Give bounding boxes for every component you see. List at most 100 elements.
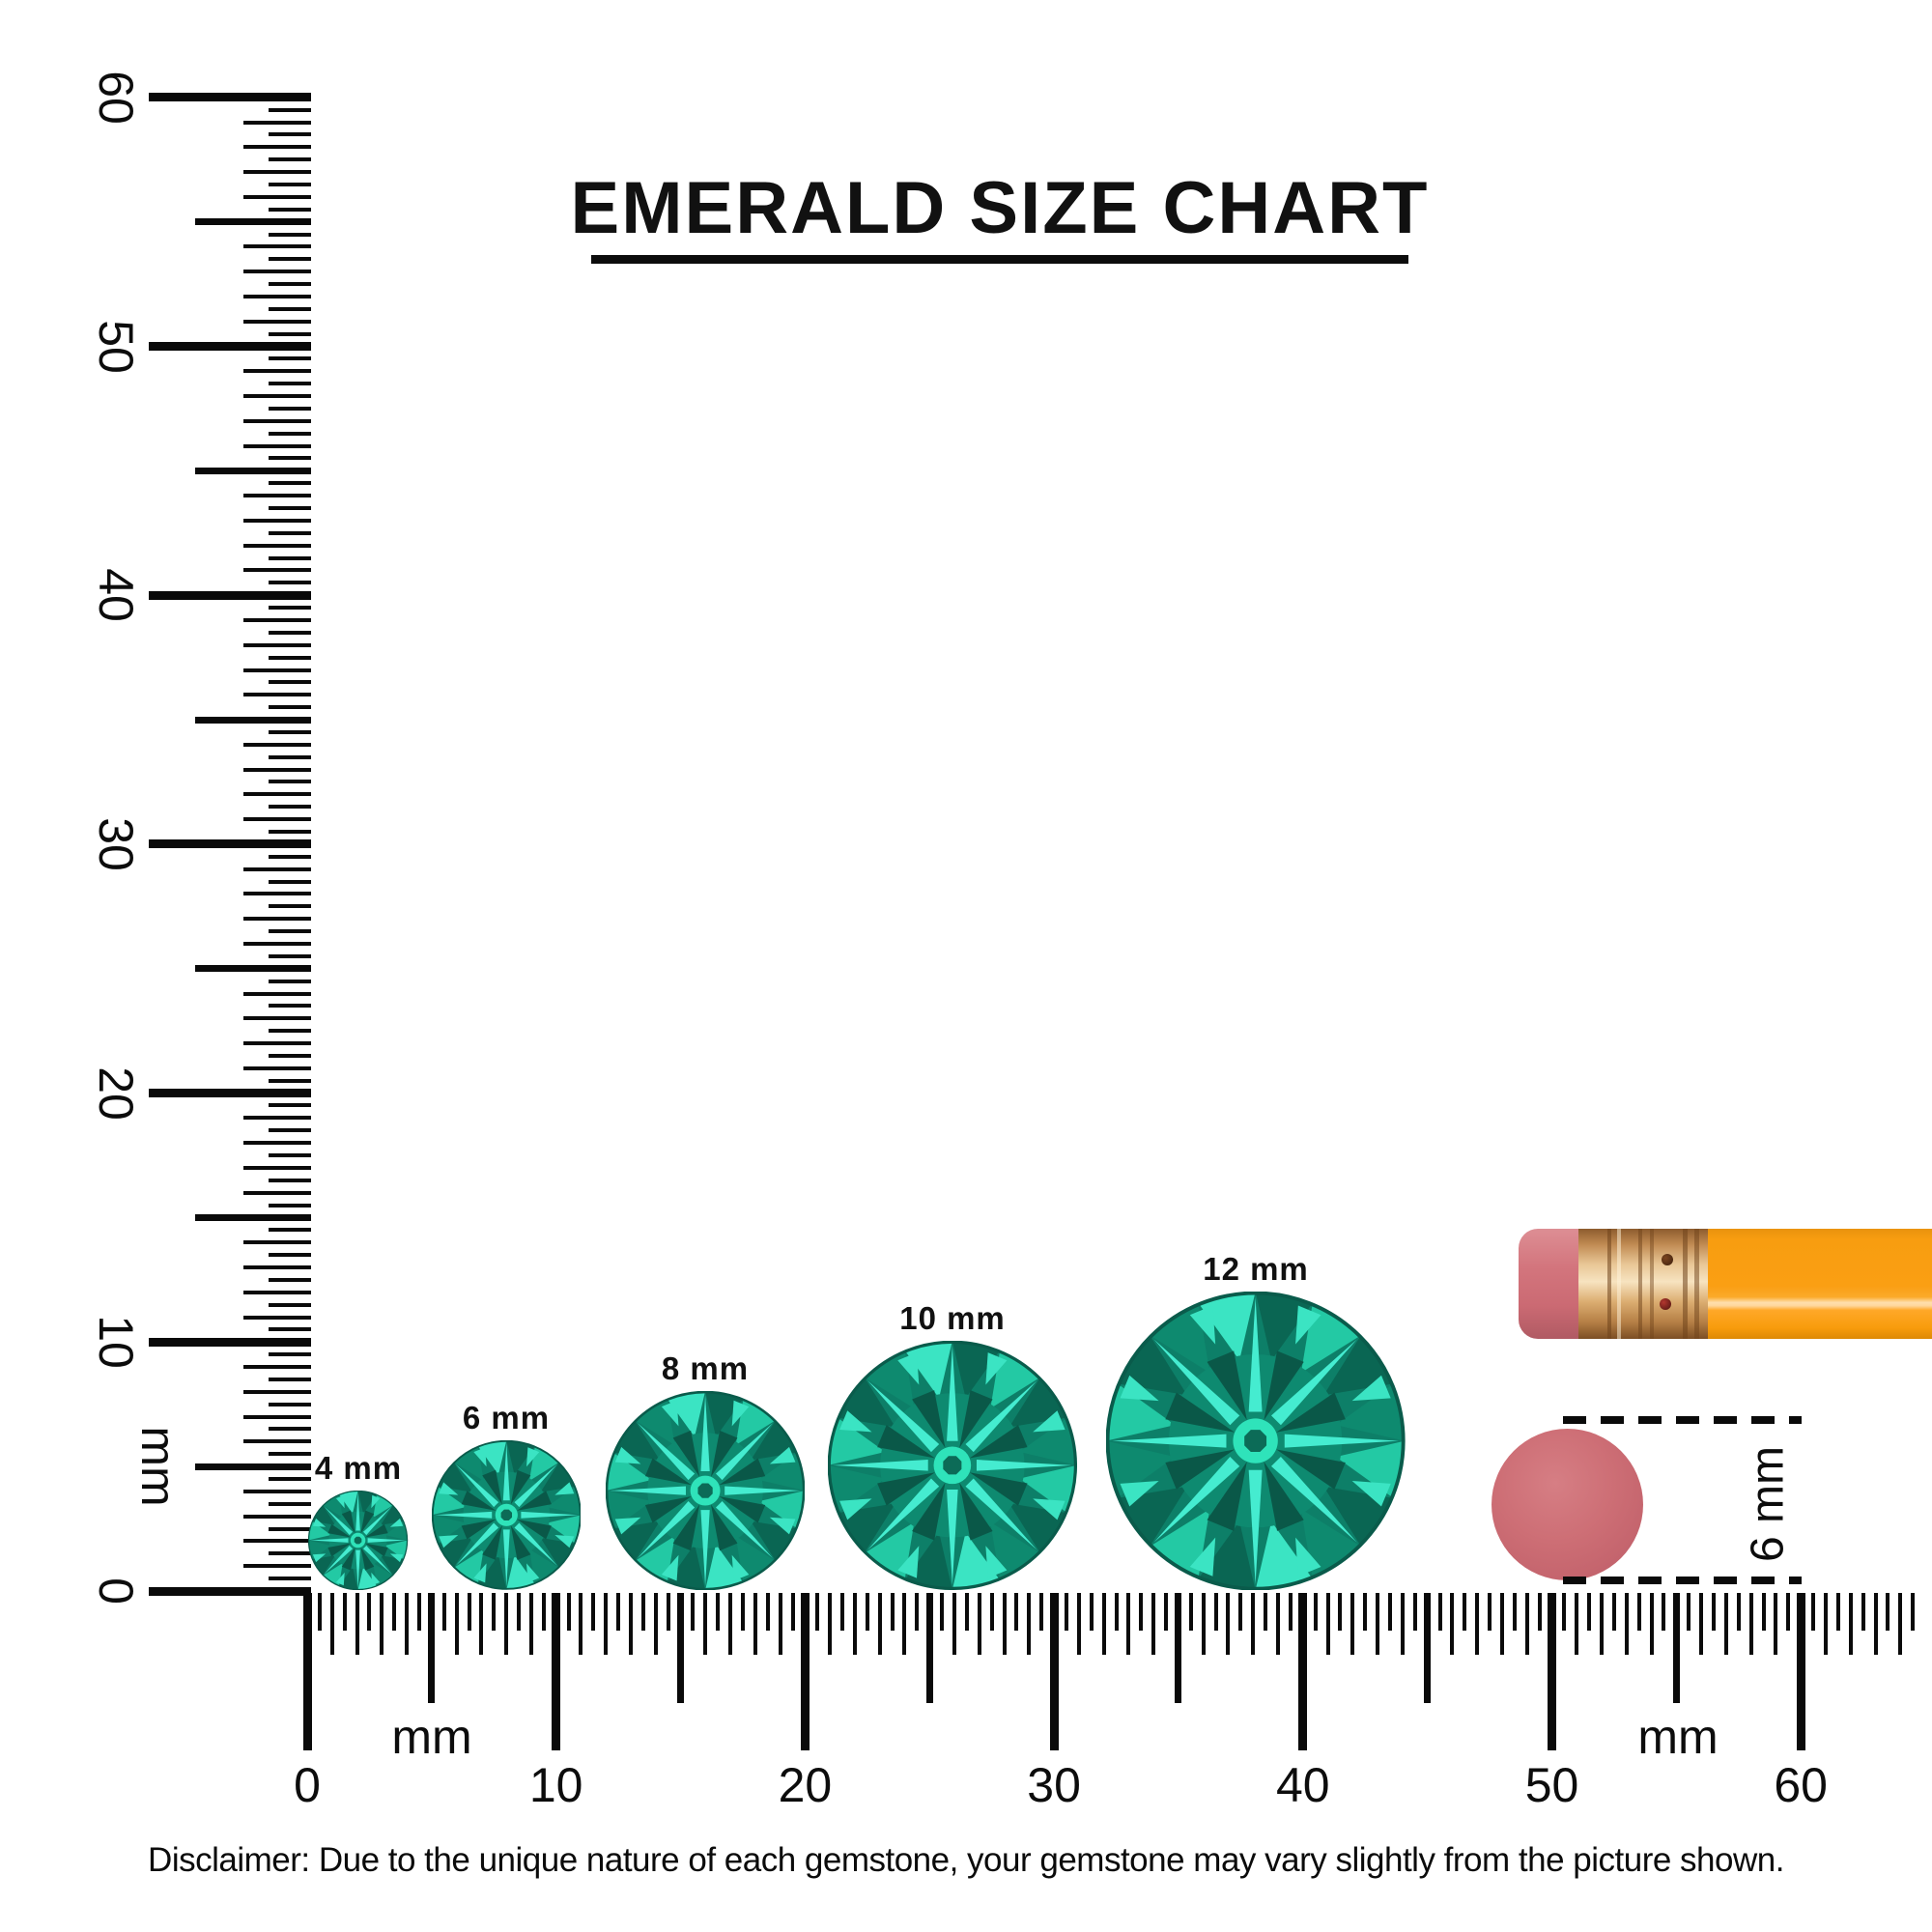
round-eraser-disc <box>1492 1429 1643 1580</box>
vertical-ruler-tick <box>269 1103 311 1108</box>
horizontal-ruler-tick <box>1164 1593 1169 1631</box>
vertical-ruler-tick <box>195 1213 311 1221</box>
horizontal-ruler-tick <box>367 1593 372 1631</box>
vertical-ruler-tick <box>269 929 311 934</box>
horizontal-ruler-tick <box>1064 1593 1068 1631</box>
gem-size-label: 6 mm <box>462 1400 551 1436</box>
horizontal-ruler-tick <box>1712 1593 1716 1631</box>
vertical-ruler-tick <box>149 1337 311 1347</box>
horizontal-ruler-tick <box>1424 1593 1432 1703</box>
vertical-ruler-tick <box>243 418 311 423</box>
horizontal-ruler-tick <box>380 1593 384 1655</box>
vertical-ruler-tick <box>195 965 311 973</box>
horizontal-ruler-tick <box>517 1593 522 1631</box>
pencil-ferrule <box>1578 1229 1708 1339</box>
vertical-ruler-tick <box>243 1141 311 1146</box>
vertical-ruler-tick <box>269 1053 311 1058</box>
horizontal-ruler-tick <box>1126 1593 1131 1655</box>
horizontal-ruler-unit-label-right: mm <box>1637 1710 1719 1764</box>
horizontal-ruler-tick <box>1575 1593 1579 1655</box>
vertical-ruler-tick <box>269 1377 311 1381</box>
vertical-ruler-tick <box>243 1290 311 1294</box>
horizontal-ruler-tick <box>629 1593 633 1655</box>
vertical-ruler-tick <box>269 979 311 983</box>
vertical-ruler-tick <box>243 120 311 125</box>
vertical-ruler-number: 30 <box>89 817 143 871</box>
horizontal-ruler-tick <box>940 1593 945 1631</box>
vertical-ruler-tick <box>243 1016 311 1021</box>
vertical-ruler-tick <box>243 194 311 199</box>
vertical-ruler-tick <box>269 655 311 660</box>
vertical-ruler-tick <box>269 729 311 734</box>
vertical-ruler-tick <box>269 182 311 186</box>
horizontal-ruler-tick <box>1811 1593 1816 1631</box>
emerald-gem-image <box>431 1440 582 1591</box>
vertical-ruler-tick <box>243 1564 311 1569</box>
eraser-dimension-label: 6 mm <box>1742 1446 1794 1562</box>
horizontal-ruler-tick <box>1201 1593 1206 1655</box>
horizontal-ruler-unit-label-left: mm <box>391 1710 472 1764</box>
vertical-ruler-tick <box>243 1315 311 1320</box>
horizontal-ruler-tick <box>1139 1593 1144 1631</box>
horizontal-ruler-tick <box>616 1593 621 1631</box>
vertical-ruler-tick <box>269 754 311 759</box>
vertical-ruler-tick <box>269 1128 311 1133</box>
horizontal-ruler-number: 20 <box>778 1758 833 1812</box>
horizontal-ruler-tick <box>1251 1593 1256 1655</box>
horizontal-ruler-tick <box>504 1593 509 1655</box>
horizontal-ruler-tick <box>865 1593 869 1631</box>
vertical-ruler-tick <box>243 270 311 274</box>
vertical-ruler-tick <box>243 494 311 498</box>
horizontal-ruler-tick <box>852 1593 857 1655</box>
horizontal-ruler-tick <box>1699 1593 1704 1655</box>
horizontal-ruler-tick <box>1188 1593 1193 1631</box>
horizontal-ruler-tick <box>677 1593 685 1703</box>
horizontal-ruler-tick <box>1587 1593 1592 1631</box>
horizontal-ruler-tick <box>1276 1593 1281 1655</box>
vertical-ruler-unit-label: mm <box>131 1426 185 1507</box>
horizontal-ruler-tick <box>1512 1593 1517 1631</box>
horizontal-ruler-tick <box>1524 1593 1529 1655</box>
vertical-ruler-tick <box>269 805 311 810</box>
vertical-ruler-tick <box>269 630 311 635</box>
vertical-ruler-tick <box>243 1041 311 1046</box>
horizontal-ruler-tick <box>915 1593 920 1631</box>
horizontal-ruler-tick <box>1363 1593 1368 1631</box>
horizontal-ruler-tick <box>840 1593 845 1631</box>
vertical-ruler-tick <box>243 867 311 871</box>
vertical-ruler-tick <box>243 1116 311 1121</box>
emerald-gem-image <box>605 1390 806 1591</box>
horizontal-ruler-tick <box>329 1593 334 1655</box>
horizontal-ruler-tick <box>604 1593 609 1655</box>
horizontal-ruler-tick <box>1823 1593 1828 1655</box>
horizontal-ruler-tick <box>392 1593 397 1631</box>
vertical-ruler-tick <box>243 1514 311 1519</box>
vertical-ruler-tick <box>243 1539 311 1544</box>
disclaimer-text: Disclaimer: Due to the unique nature of … <box>148 1841 1784 1879</box>
horizontal-ruler-tick <box>467 1593 471 1631</box>
horizontal-ruler-tick <box>579 1593 583 1655</box>
gem-size-label: 8 mm <box>661 1350 750 1386</box>
vertical-ruler-tick <box>269 1277 311 1282</box>
horizontal-ruler-tick <box>703 1593 708 1655</box>
horizontal-ruler-tick <box>1774 1593 1778 1655</box>
vertical-ruler-tick <box>269 1327 311 1332</box>
vertical-ruler-number: 20 <box>89 1065 143 1121</box>
dimension-dash-top <box>1563 1416 1802 1424</box>
vertical-ruler-tick <box>243 1439 311 1444</box>
vertical-ruler-tick <box>243 1240 311 1245</box>
horizontal-ruler-tick <box>716 1593 721 1631</box>
emerald-gem-image <box>1105 1291 1406 1591</box>
pencil-body <box>1708 1229 1932 1339</box>
vertical-ruler-tick <box>149 1586 311 1596</box>
horizontal-ruler-tick <box>1611 1593 1616 1631</box>
vertical-ruler-tick <box>269 1178 311 1182</box>
ferrule-rivet-dot <box>1660 1298 1671 1310</box>
horizontal-ruler-tick <box>1213 1593 1218 1631</box>
horizontal-ruler-tick <box>1101 1593 1106 1655</box>
gem-size-label: 12 mm <box>1203 1250 1309 1287</box>
horizontal-ruler-tick <box>1400 1593 1405 1655</box>
vertical-ruler-tick <box>195 716 311 724</box>
vertical-ruler-tick <box>243 1065 311 1070</box>
vertical-ruler-tick <box>269 356 311 361</box>
